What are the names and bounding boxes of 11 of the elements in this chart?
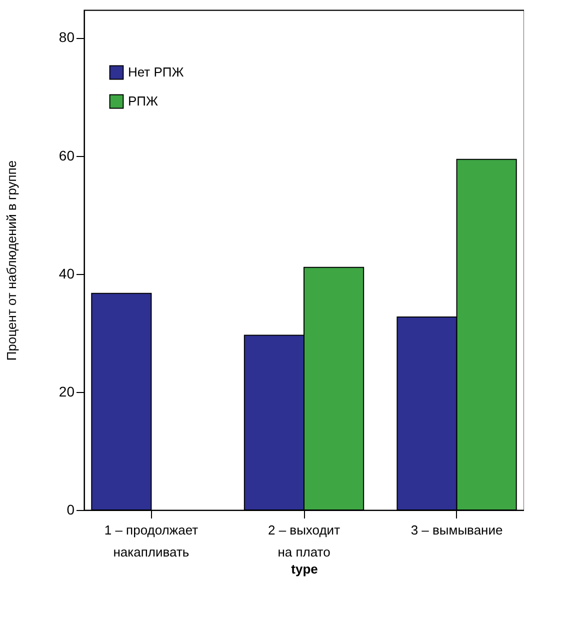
legend-label: Нет РПЖ: [128, 64, 184, 80]
y-tick-label: 0: [66, 502, 75, 518]
y-axis-title: Процент от наблюдений в группе: [4, 160, 19, 361]
y-tick-label: 20: [58, 383, 75, 400]
x-tick-label: 3 – вымывание: [410, 522, 503, 538]
y-tick-label: 80: [58, 29, 75, 46]
legend-label: РПЖ: [128, 94, 158, 108]
x-axis-title: type: [291, 562, 318, 576]
y-tick-label: 40: [58, 265, 75, 282]
y-tick-label: 60: [58, 147, 75, 164]
x-tick-label: 1 – продолжает накапливать: [104, 522, 198, 560]
